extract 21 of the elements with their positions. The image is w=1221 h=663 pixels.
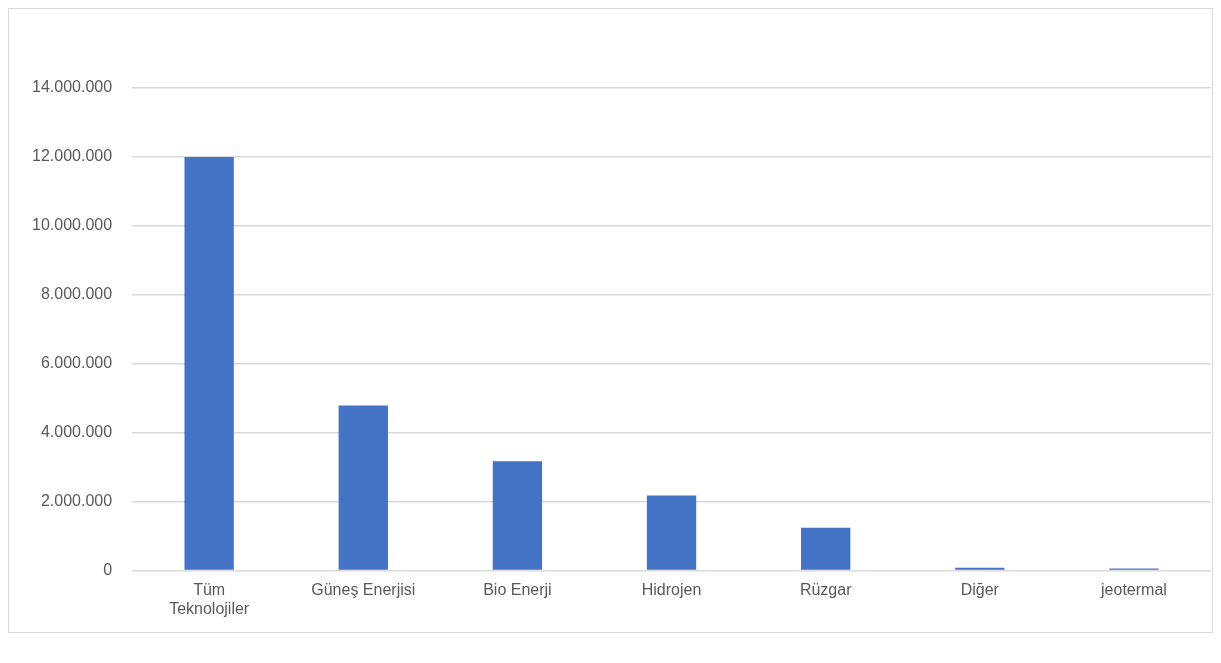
y-tick-label: 12.000.000	[32, 147, 113, 165]
y-tick-label: 14.000.000	[32, 78, 113, 96]
bar	[338, 405, 388, 570]
y-tick-label: 6.000.000	[40, 354, 113, 372]
y-tick-label: 4.000.000	[40, 423, 113, 441]
x-tick-label: Diğer	[960, 580, 1000, 598]
x-tick-label: Güneş Enerjisi	[311, 580, 416, 598]
x-tick-label: Bio Enerji	[483, 580, 552, 598]
y-tick-label: 0	[103, 561, 113, 579]
bar	[801, 527, 851, 570]
x-tick-label: Rüzgar	[799, 580, 853, 598]
x-tick-label: Hidrojen	[641, 580, 702, 598]
x-tick-label: Tüm Teknolojiler	[169, 580, 250, 617]
x-tick-label: jeotermal	[1100, 580, 1167, 598]
bar	[646, 495, 697, 570]
y-tick-label: 10.000.000	[32, 216, 113, 234]
y-tick-label: 2.000.000	[40, 492, 113, 510]
bar	[492, 461, 543, 570]
bar	[184, 156, 234, 570]
bar	[955, 567, 1005, 570]
y-tick-label: 8.000.000	[40, 285, 113, 303]
